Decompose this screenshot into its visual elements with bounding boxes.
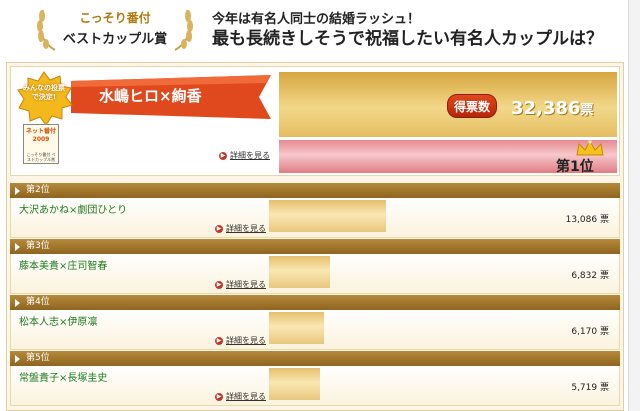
vote-bar-track (269, 312, 559, 344)
rank-votes-number: 6,170 (571, 327, 598, 337)
vote-badge: みんなの投票で決定! (15, 71, 73, 129)
question-lead: 今年は有名人同士の結婚ラッシュ！ (212, 12, 421, 27)
vote-bar (269, 256, 331, 288)
crown-icon (576, 140, 604, 156)
rank-couple-name: 松本人志×伊原凛 (19, 317, 98, 328)
rank-couple-name: 常盤貴子×長塚圭史 (19, 373, 108, 384)
vote-bar-track (269, 256, 559, 288)
rank-header: 第4位 (10, 295, 620, 310)
rank-row: 第3位 藤本美貴×庄司智春 ▶ 詳細を見る 6,832 票 (10, 239, 620, 295)
vote-bar (269, 200, 387, 232)
rank-votes: 13,086 票 (566, 212, 609, 225)
arrow-right-icon: ▶ (215, 224, 223, 233)
rank-label: 第5位 (26, 353, 50, 363)
rank-header: 第3位 (10, 239, 620, 254)
detail-link-label: 詳細を見る (230, 151, 270, 160)
ranking-panel: みんなの投票で決定! 水嶋ヒロ×絢香 ネット番付2009 こっそり番付 ベストカ… (6, 62, 624, 411)
winner-votes-number: 32,386 (511, 98, 581, 119)
detail-link-label: 詳細を見る (226, 280, 266, 289)
rank-votes-number: 5,719 (571, 383, 598, 393)
rank-header: 第5位 (10, 351, 620, 366)
rank-detail-link[interactable]: ▶ 詳細を見る (215, 335, 266, 346)
winner-ribbon (71, 75, 271, 119)
rank-body: 藤本美貴×庄司智春 ▶ 詳細を見る 6,832 票 (10, 254, 620, 294)
triangle-right-icon (15, 243, 20, 251)
rank-votes-number: 13,086 (565, 215, 598, 225)
vote-badge-text: みんなの投票で決定! (23, 84, 65, 101)
arrow-right-icon: ▶ (219, 151, 227, 160)
winner-bar-track: 第1位 (279, 140, 617, 175)
scrollbar[interactable] (628, 0, 640, 411)
rank-row: 第2位 大沢あかね×劇団ひとり ▶ 詳細を見る 13,086 票 (10, 183, 620, 239)
arrow-right-icon: ▶ (215, 392, 223, 401)
rank-votes-unit: 票 (599, 383, 609, 393)
rank-votes-unit: 票 (599, 215, 609, 225)
vote-bar-track (269, 200, 559, 232)
rank-votes-number: 6,832 (571, 271, 598, 281)
rank-detail-link[interactable]: ▶ 詳細を見る (215, 223, 266, 234)
vote-bar (269, 312, 325, 344)
rank-votes-unit: 票 (599, 327, 609, 337)
rank-body: 大沢あかね×劇団ひとり ▶ 詳細を見る 13,086 票 (10, 198, 620, 238)
detail-link-label: 詳細を見る (226, 336, 266, 345)
rank-detail-link[interactable]: ▶ 詳細を見る (215, 391, 266, 402)
rank-votes: 5,719 票 (571, 380, 609, 393)
rank-votes: 6,832 票 (571, 268, 609, 281)
winner-votes: 32,386票 (511, 98, 593, 119)
laurel-left-icon (37, 9, 56, 51)
rank-votes: 6,170 票 (571, 324, 609, 337)
rank-votes-unit: 票 (599, 271, 609, 281)
question-title: 最も長続きしそうで祝福したい有名人カップルは？ (212, 29, 603, 49)
laurel-right-icon (174, 9, 193, 51)
rank-couple-name: 藤本美貴×庄司智春 (19, 261, 108, 272)
rank-detail-link[interactable]: ▶ 詳細を見る (215, 279, 266, 290)
winner-card: みんなの投票で決定! 水嶋ヒロ×絢香 ネット番付2009 こっそり番付 ベストカ… (10, 66, 620, 176)
vote-bar (269, 368, 321, 400)
rank-body: 松本人志×伊原凛 ▶ 詳細を見る 6,170 票 (10, 310, 620, 350)
winner-name: 水嶋ヒロ×絢香 (99, 87, 202, 105)
triangle-right-icon (15, 299, 20, 307)
vote-bar-track (269, 368, 559, 400)
rank-label: 第4位 (26, 297, 50, 307)
rank-label: 第2位 (26, 185, 50, 195)
winner-bar (279, 140, 617, 173)
winner-detail-link[interactable]: ▶ 詳細を見る (219, 150, 270, 161)
detail-link-label: 詳細を見る (226, 392, 266, 401)
winner-rank-label: 第1位 (556, 159, 594, 175)
award-emblem: こっそり番付 ベストカップル賞 (35, 4, 195, 56)
winner-votes-unit: 票 (580, 103, 594, 118)
arrow-right-icon: ▶ (215, 280, 223, 289)
votes-label: 得票数 (447, 94, 497, 118)
page-header: こっそり番付 ベストカップル賞 今年は有名人同士の結婚ラッシュ！ 最も長続きしそ… (0, 0, 640, 58)
detail-link-label: 詳細を見る (226, 224, 266, 233)
rank-header: 第2位 (10, 183, 620, 198)
rank-row: 第4位 松本人志×伊原凛 ▶ 詳細を見る 6,170 票 (10, 295, 620, 351)
award-book-thumbnail: ネット番付2009 こっそり番付 ベストカップル賞 (23, 124, 59, 164)
award-book-subtitle: こっそり番付 ベストカップル賞 (26, 152, 56, 162)
award-title: ベストカップル賞 (62, 32, 168, 47)
rank-row: 第5位 常盤貴子×長塚圭史 ▶ 詳細を見る 5,719 票 (10, 351, 620, 407)
rank-label: 第3位 (26, 241, 50, 251)
winner-votes-box: 得票数 32,386票 (279, 72, 617, 137)
triangle-right-icon (15, 355, 20, 363)
rank-couple-name: 大沢あかね×劇団ひとり (19, 205, 128, 216)
triangle-right-icon (15, 187, 20, 195)
arrow-right-icon: ▶ (215, 336, 223, 345)
rank-body: 常盤貴子×長塚圭史 ▶ 詳細を見る 5,719 票 (10, 366, 620, 406)
award-subtitle: こっそり番付 (79, 11, 151, 25)
award-book-title: ネット番付2009 (25, 128, 56, 143)
